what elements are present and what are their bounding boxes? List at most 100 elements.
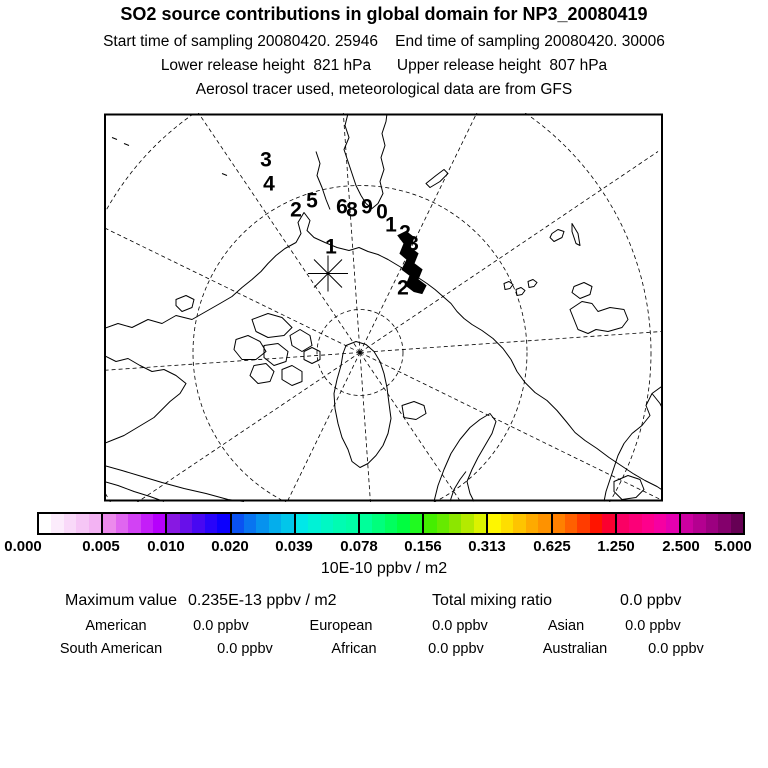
maximum-value-number: 0.235E-13 ppbv / m2 [188, 592, 337, 609]
map-frame [104, 113, 663, 502]
source-marker-8: 8 [346, 199, 358, 222]
colorbar-tick-label: 1.250 [597, 538, 635, 555]
scandinavia [433, 413, 497, 502]
colorbar-cell [179, 514, 193, 533]
region-name: Australian [542, 641, 608, 657]
colorbar-cell [730, 514, 744, 533]
colorbar-cell [333, 514, 346, 533]
colorbar-tick-label: 0.039 [275, 538, 313, 555]
colorbar-segment-3 [229, 514, 294, 533]
region-name: African [331, 641, 377, 657]
colorbar-tick-label: 0.020 [211, 538, 249, 555]
release-point-marker [308, 255, 348, 292]
source-marker-0: 0 [376, 201, 388, 224]
barents-sliver [549, 229, 565, 242]
severnaya-sliver [425, 169, 449, 188]
colorbar-segment-7 [486, 514, 551, 533]
uk-island [613, 475, 645, 500]
colorbar-cell [488, 514, 501, 533]
colorbar-cell [51, 514, 64, 533]
region-value: 0.0 ppbv [648, 641, 704, 657]
colorbar-cell [641, 514, 654, 533]
colorbar-cell [629, 514, 642, 533]
colorbar-cell [538, 514, 551, 533]
colorbar-cell [693, 514, 706, 533]
graticule [104, 113, 663, 502]
arch-island-2 [233, 335, 267, 360]
colorbar-cell [564, 514, 578, 533]
marker-cluster-blob [397, 230, 427, 295]
colorbar-cell [616, 514, 630, 533]
region-value: 0.0 ppbv [217, 641, 273, 657]
colorbar-cell [552, 514, 565, 533]
colorbar-cell [76, 514, 89, 533]
colorbar-tick-label: 0.005 [82, 538, 120, 555]
source-marker-4: 4 [263, 173, 275, 196]
colorbar-cell [577, 514, 590, 533]
arch-island-1 [251, 313, 293, 338]
colorbar-cell [359, 514, 373, 533]
north-america-mainland [104, 465, 245, 502]
colorbar-segment-5 [357, 514, 423, 533]
colorbar-cell [525, 514, 539, 533]
colorbar-tick-label: 0.000 [4, 538, 42, 555]
colorbar-cell [602, 514, 615, 533]
source-marker-3: 3 [260, 149, 272, 172]
colorbar-segment-8 [550, 514, 615, 533]
source-marker-5: 5 [306, 190, 318, 213]
source-marker-6: 6 [336, 196, 348, 219]
maximum-value-label: Maximum value [65, 592, 178, 609]
svalbard-main [569, 301, 629, 334]
siberia-arctic-coast [104, 212, 663, 491]
colorbar-cell [244, 514, 257, 533]
colorbar-cell [718, 514, 731, 533]
colorbar-cell [115, 514, 129, 533]
colorbar-cell [88, 514, 102, 533]
colorbar-cell [372, 514, 385, 533]
colorbar-cell [500, 514, 514, 533]
region-name: South American [59, 641, 163, 657]
region-value: 0.0 ppbv [432, 618, 488, 634]
colorbar-cell [705, 514, 719, 533]
colorbar-tick-labels: 0.000 0.005 0.010 0.020 0.039 0.078 0.156 0.313… [0, 538, 768, 556]
colorbar-tick-label: 0.010 [147, 538, 185, 555]
region-value: 0.0 ppbv [193, 618, 249, 634]
colorbar-cell [308, 514, 321, 533]
colorbar-segment-9 [614, 514, 679, 533]
colorbar-cell [461, 514, 474, 533]
franz-josef-1 [503, 281, 514, 290]
arch-island-3 [263, 343, 289, 366]
arch-island-6 [281, 365, 303, 386]
colorbar-tick-label: 0.625 [533, 538, 571, 555]
colorbar-cell [192, 514, 205, 533]
colorbar-cell [473, 514, 487, 533]
source-marker-1: 1 [385, 214, 397, 237]
colorbar-cell [680, 514, 694, 533]
total-mixing-ratio-label: Total mixing ratio [432, 592, 553, 609]
source-marker-2: 2 [290, 199, 302, 222]
europe-russia-coast [603, 385, 663, 502]
colorbar-cell [424, 514, 437, 533]
source-marker-3: 3 [407, 233, 419, 256]
colorbar-cell [409, 514, 423, 533]
alaska-coast [104, 355, 187, 444]
region-name: European [309, 618, 373, 634]
colorbar-cell [167, 514, 180, 533]
colorbar-cell [128, 514, 141, 533]
north-america-ridge [104, 481, 165, 502]
colorbar-segment-10 [678, 514, 744, 533]
colorbar-segment-6 [422, 514, 487, 533]
colorbar [37, 512, 745, 535]
colorbar-cell [268, 514, 282, 533]
colorbar-cell [384, 514, 398, 533]
sampling-times-line: Start time of sampling 20080420. 25946 E… [103, 33, 665, 50]
arch-island-4 [289, 329, 313, 352]
colorbar-cell [320, 514, 334, 533]
franz-josef-3 [527, 279, 538, 288]
colorbar-cell [281, 514, 294, 533]
source-marker-2: 2 [397, 277, 409, 300]
baltic-inlet [449, 471, 467, 502]
franz-josef-2 [515, 287, 526, 296]
